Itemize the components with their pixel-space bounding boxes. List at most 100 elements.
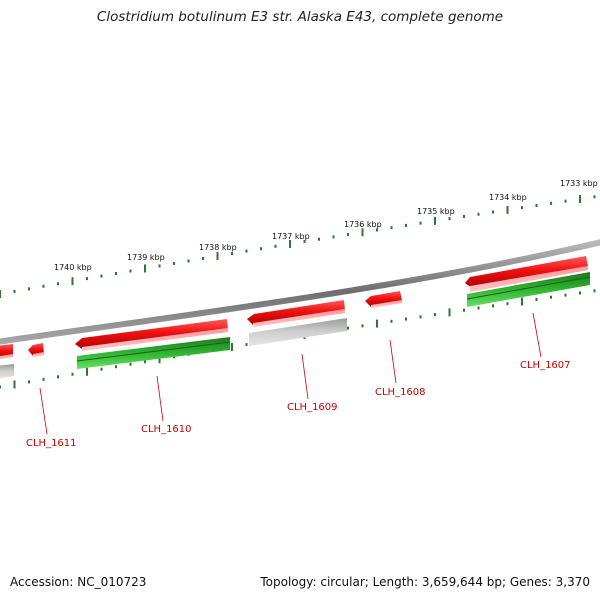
scale-minor-tick xyxy=(129,269,132,273)
scale-minor-tick xyxy=(405,223,407,227)
scale-minor-tick xyxy=(579,291,581,295)
scale-major-tick xyxy=(289,239,291,248)
scale-minor-tick xyxy=(115,272,117,276)
gene-label-CLH_1608[interactable]: CLH_1608 xyxy=(375,387,426,398)
scale-minor-tick xyxy=(28,380,30,384)
scale-major-tick xyxy=(579,194,581,203)
scale-major-tick xyxy=(448,308,451,317)
cds-feature-CLH_1607[interactable] xyxy=(466,272,591,307)
scale-major-tick xyxy=(434,216,436,225)
scale-label-1733: 1733 kbp xyxy=(560,179,598,188)
scale-label-1734: 1734 kbp xyxy=(489,193,527,202)
leader-line-CLH_1607 xyxy=(532,312,542,358)
gene-feature-CLH_1610[interactable] xyxy=(75,319,228,351)
cds-feature-CLH_1609[interactable] xyxy=(249,318,347,346)
scale-major-tick xyxy=(144,264,146,273)
scale-minor-tick xyxy=(100,367,103,371)
scale-major-tick xyxy=(216,252,219,261)
scale-minor-tick xyxy=(303,240,306,244)
scale-minor-tick xyxy=(463,214,465,218)
genome-backbone xyxy=(0,239,600,345)
scale-minor-tick xyxy=(434,313,436,317)
gene-feature-CLH_1611[interactable] xyxy=(28,343,44,357)
scale-major-tick xyxy=(521,297,523,306)
scale-major-tick xyxy=(231,342,233,351)
scale-minor-tick xyxy=(405,317,407,321)
scale-minor-tick xyxy=(42,377,45,381)
scale-minor-tick xyxy=(535,203,538,207)
scale-major-tick xyxy=(376,319,378,328)
scale-minor-tick xyxy=(129,362,132,366)
gene-label-CLH_1607[interactable]: CLH_1607 xyxy=(520,360,571,371)
leader-line-CLH_1611 xyxy=(39,387,48,435)
scale-minor-tick xyxy=(28,287,30,291)
scale-major-tick xyxy=(13,380,16,389)
scale-minor-tick xyxy=(100,274,103,278)
scale-minor-tick xyxy=(390,226,393,230)
scale-minor-tick xyxy=(13,289,16,293)
gene-label-CLH_1609[interactable]: CLH_1609 xyxy=(287,402,338,413)
scale-minor-tick xyxy=(550,295,552,299)
scale-minor-tick xyxy=(42,284,45,288)
genome-stats-text: Topology: circular; Length: 3,659,644 bp… xyxy=(260,575,590,589)
scale-major-tick xyxy=(0,290,1,298)
gene-feature-offscreen-left[interactable] xyxy=(0,344,13,360)
cds-feature-CLH_1610[interactable] xyxy=(76,337,231,369)
scale-label-1737: 1737 kbp xyxy=(272,232,310,241)
gene-feature-CLH_1609[interactable] xyxy=(247,300,345,327)
scale-major-tick xyxy=(71,277,74,286)
scale-minor-tick xyxy=(492,304,494,308)
scale-minor-tick xyxy=(202,256,204,260)
scale-minor-tick xyxy=(274,244,277,248)
scale-minor-tick xyxy=(593,289,596,293)
scale-minor-tick xyxy=(86,277,88,281)
scale-minor-tick xyxy=(347,326,349,330)
scale-major-tick xyxy=(86,367,88,376)
scale-minor-tick xyxy=(347,233,349,237)
gene-feature-CLH_1608[interactable] xyxy=(365,291,402,308)
scale-ticks-outer xyxy=(0,194,596,298)
scale-minor-tick xyxy=(419,315,422,319)
gene-feature-CLH_1607[interactable] xyxy=(465,256,588,292)
accession-text: Accession: NC_010723 xyxy=(10,575,147,589)
scale-minor-tick xyxy=(448,217,451,221)
scale-minor-tick xyxy=(332,235,335,239)
scale-major-tick xyxy=(361,228,364,237)
map-title: Clostridium botulinum E3 str. Alaska E43… xyxy=(96,9,504,25)
cds-feature-offscreen-left[interactable] xyxy=(0,364,14,379)
leader-line-CLH_1610 xyxy=(156,375,164,422)
scale-minor-tick xyxy=(521,206,523,210)
scale-minor-tick xyxy=(245,343,248,347)
scale-minor-tick xyxy=(187,259,190,263)
scale-minor-tick xyxy=(144,360,146,364)
gene-label-CLH_1611[interactable]: CLH_1611 xyxy=(26,438,77,449)
scale-minor-tick xyxy=(477,212,480,216)
scale-label-1740: 1740 kbp xyxy=(54,263,92,272)
scale-minor-tick xyxy=(260,247,262,251)
scale-minor-tick xyxy=(71,372,74,376)
leader-line-CLH_1609 xyxy=(301,353,309,400)
gene-label-CLH_1610[interactable]: CLH_1610 xyxy=(141,424,192,435)
scale-minor-tick xyxy=(158,264,161,268)
scale-minor-tick xyxy=(57,375,59,379)
scale-minor-tick xyxy=(419,221,422,225)
scale-major-tick xyxy=(158,355,161,364)
scale-minor-tick xyxy=(463,308,465,312)
scale-minor-tick xyxy=(492,210,494,214)
scale-label-1735: 1735 kbp xyxy=(417,207,455,216)
scale-label-1736: 1736 kbp xyxy=(344,220,382,229)
scale-minor-tick xyxy=(57,282,59,286)
scale-minor-tick xyxy=(564,199,567,203)
leader-line-CLH_1608 xyxy=(389,339,397,384)
scale-minor-tick xyxy=(564,293,567,297)
scale-minor-tick xyxy=(376,228,378,232)
scale-minor-tick xyxy=(318,237,320,241)
scale-minor-tick xyxy=(550,201,552,205)
scale-minor-tick xyxy=(593,195,596,199)
scale-minor-tick xyxy=(173,261,175,265)
scale-minor-tick xyxy=(231,252,233,256)
scale-minor-tick xyxy=(535,297,538,301)
scale-label-1738: 1738 kbp xyxy=(199,243,237,252)
